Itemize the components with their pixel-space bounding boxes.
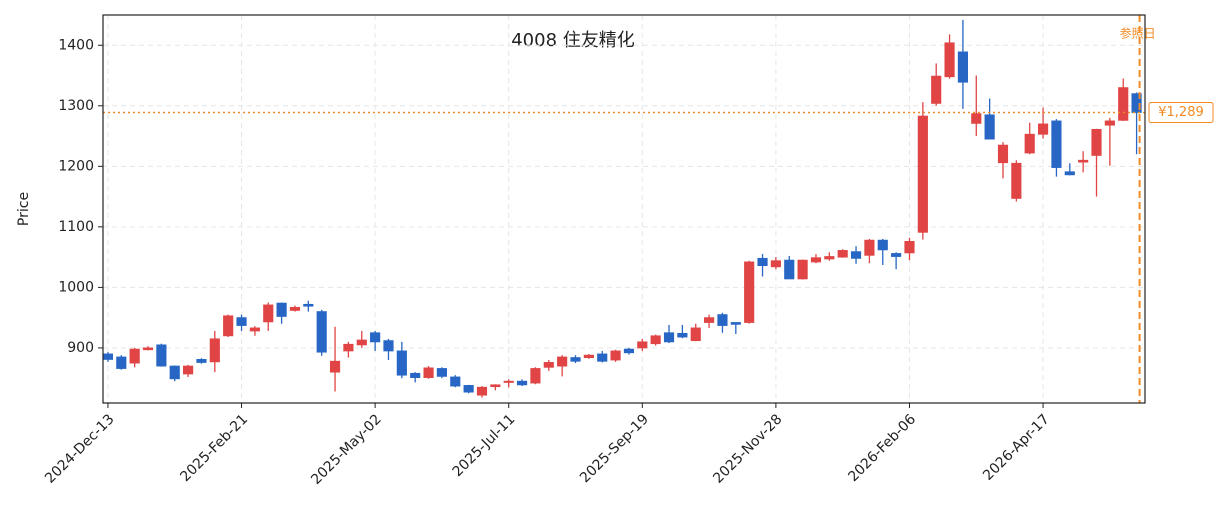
candle-body — [276, 302, 287, 317]
candle-body — [770, 260, 781, 268]
candle-body — [810, 257, 822, 263]
plot-frame — [102, 14, 1146, 404]
candle-body — [196, 359, 207, 363]
candle-body — [663, 332, 675, 343]
candle-body — [343, 343, 354, 352]
candle-body — [797, 259, 808, 280]
reference-price-label: ¥1,289 — [1158, 105, 1204, 120]
candle-body — [704, 317, 715, 323]
candle-body — [984, 114, 995, 140]
y-tick-label: 1400 — [58, 37, 94, 53]
y-tick-label: 1200 — [58, 158, 94, 174]
y-tick-label: 1000 — [58, 279, 94, 295]
candle-body — [129, 348, 140, 364]
candle-body — [236, 317, 247, 326]
candle-body — [263, 304, 274, 323]
candle-body — [944, 42, 955, 78]
x-tick-label: 2025-Sep-19 — [577, 411, 652, 486]
candle-body — [690, 327, 701, 342]
candle-body — [597, 353, 608, 362]
candle-body — [891, 253, 902, 257]
candle-body — [249, 327, 260, 332]
candle-body — [997, 144, 1009, 164]
x-tick-label: 2026-Feb-06 — [845, 411, 919, 485]
candle-body — [476, 386, 488, 396]
candle-body — [116, 356, 127, 369]
candle-body — [864, 239, 875, 256]
reference-date-label: 参照日 — [1120, 26, 1156, 41]
candle-body — [784, 259, 795, 280]
candle-body — [837, 250, 848, 258]
candle-body — [503, 380, 514, 383]
candle-body — [463, 385, 474, 393]
candle-body — [329, 360, 341, 373]
candle-body — [677, 332, 688, 338]
candle-body — [516, 380, 528, 386]
candle-body — [183, 365, 194, 375]
x-tick-label: 2025-Nov-28 — [710, 411, 785, 486]
chart-title: 4008 住友精化 — [511, 30, 635, 51]
candle-body — [289, 306, 301, 311]
candle-body — [370, 332, 381, 343]
candle-body — [957, 51, 968, 83]
candle-body — [623, 348, 635, 354]
candle-body — [757, 257, 768, 266]
candle-body — [356, 339, 367, 346]
x-tick-label: 2025-Jul-11 — [450, 411, 519, 480]
candle-body — [436, 368, 447, 377]
x-tick-label: 2026-Apr-17 — [980, 411, 1053, 484]
candle-body — [717, 314, 728, 326]
candle-body — [1024, 133, 1035, 154]
candle-body — [303, 303, 314, 307]
candle-body — [971, 113, 982, 124]
candle-body — [169, 365, 180, 380]
candle-body — [1118, 87, 1129, 121]
candle-body — [904, 240, 915, 254]
candle-body — [1011, 162, 1022, 199]
candle-body — [209, 338, 220, 363]
candle-body — [396, 350, 407, 376]
y-tick-label: 1100 — [58, 219, 94, 235]
candle-body — [156, 344, 167, 367]
candle-body — [142, 347, 154, 351]
candle-body — [410, 372, 421, 378]
candle-body — [1078, 159, 1089, 163]
candle-body — [223, 315, 234, 337]
candle-body — [583, 354, 594, 359]
candle-body — [316, 311, 327, 353]
reference-price-box — [1148, 101, 1214, 123]
x-tick-label: 2024-Dec-13 — [42, 411, 117, 486]
candle-body — [1064, 171, 1075, 176]
candle-body — [570, 357, 581, 362]
candle-body — [383, 340, 394, 352]
candle-body — [530, 368, 541, 384]
candle-body — [650, 335, 661, 345]
y-tick-label: 900 — [67, 340, 94, 356]
candle-body — [610, 350, 621, 361]
candle-body — [1131, 93, 1142, 113]
candle-body — [102, 353, 114, 360]
candle-body — [744, 261, 755, 323]
candle-body — [877, 239, 888, 251]
x-tick-label: 2025-May-02 — [308, 411, 385, 488]
candle-body — [850, 251, 862, 259]
candle-body — [637, 341, 648, 349]
candle-body — [1051, 120, 1062, 168]
candle-body — [917, 115, 928, 233]
y-tick-label: 1300 — [58, 98, 94, 114]
candle-body — [824, 256, 835, 260]
candle-body — [543, 362, 554, 368]
candle-body — [1104, 120, 1115, 126]
candle-body — [490, 384, 501, 388]
candle-body — [1091, 129, 1102, 156]
candle-body — [730, 322, 741, 325]
candle-body — [423, 367, 434, 378]
candle-body — [931, 75, 942, 104]
candle-body — [450, 376, 461, 387]
candle-body — [557, 356, 568, 367]
y-axis-label: Price — [16, 192, 32, 226]
x-tick-label: 2025-Feb-21 — [177, 411, 251, 485]
candle-body — [1037, 123, 1049, 135]
